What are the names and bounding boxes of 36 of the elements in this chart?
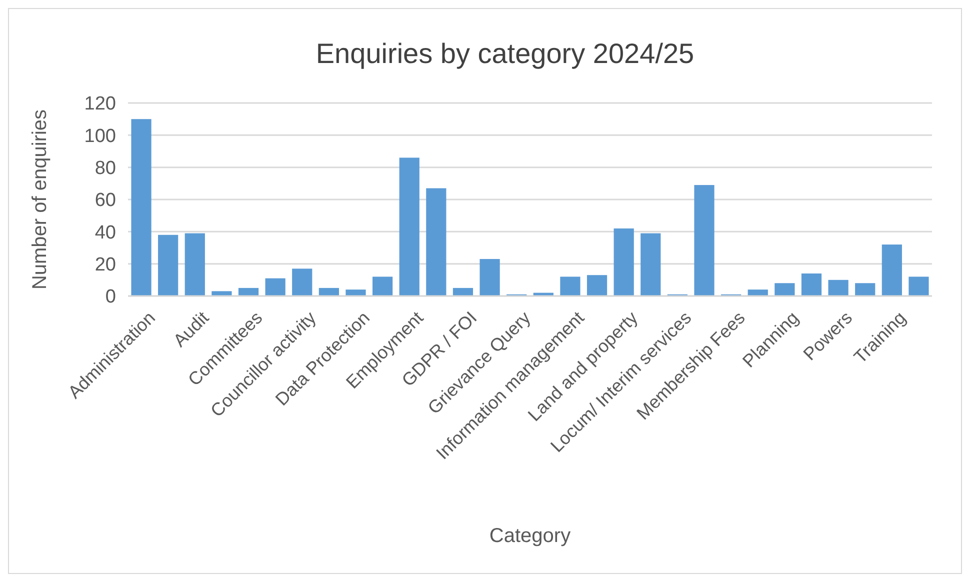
bar xyxy=(748,290,768,296)
chart-title: Enquiries by category 2024/25 xyxy=(316,38,694,69)
y-tick-label: 60 xyxy=(94,190,116,212)
y-tick-label: 40 xyxy=(94,222,116,244)
bar xyxy=(640,233,661,296)
y-tick-label: 120 xyxy=(84,94,116,115)
bar xyxy=(372,276,393,296)
bar xyxy=(586,275,608,296)
bar xyxy=(184,233,205,296)
bar xyxy=(399,158,420,296)
bar xyxy=(158,234,178,296)
bar xyxy=(346,290,366,296)
y-tick-label: 80 xyxy=(94,158,116,179)
bar xyxy=(774,283,795,296)
y-tick-label: 0 xyxy=(105,286,116,308)
bar xyxy=(212,291,232,296)
x-axis-title: Category xyxy=(489,525,571,547)
y-tick-label: 100 xyxy=(84,126,116,147)
bar xyxy=(452,288,474,296)
bar xyxy=(265,278,286,296)
y-axis-title: Number of enquiries xyxy=(29,109,51,290)
bar xyxy=(828,280,848,296)
bar xyxy=(318,288,339,296)
bar xyxy=(882,244,902,296)
bar xyxy=(426,188,446,296)
bar xyxy=(801,273,822,296)
bar xyxy=(480,259,500,296)
bar xyxy=(694,185,714,296)
bar xyxy=(238,288,259,296)
bar xyxy=(560,276,580,296)
bar xyxy=(131,119,152,296)
bar xyxy=(855,283,876,296)
bar xyxy=(292,268,312,296)
bar xyxy=(614,228,634,296)
bar xyxy=(908,276,929,296)
y-tick-label: 20 xyxy=(94,254,116,276)
